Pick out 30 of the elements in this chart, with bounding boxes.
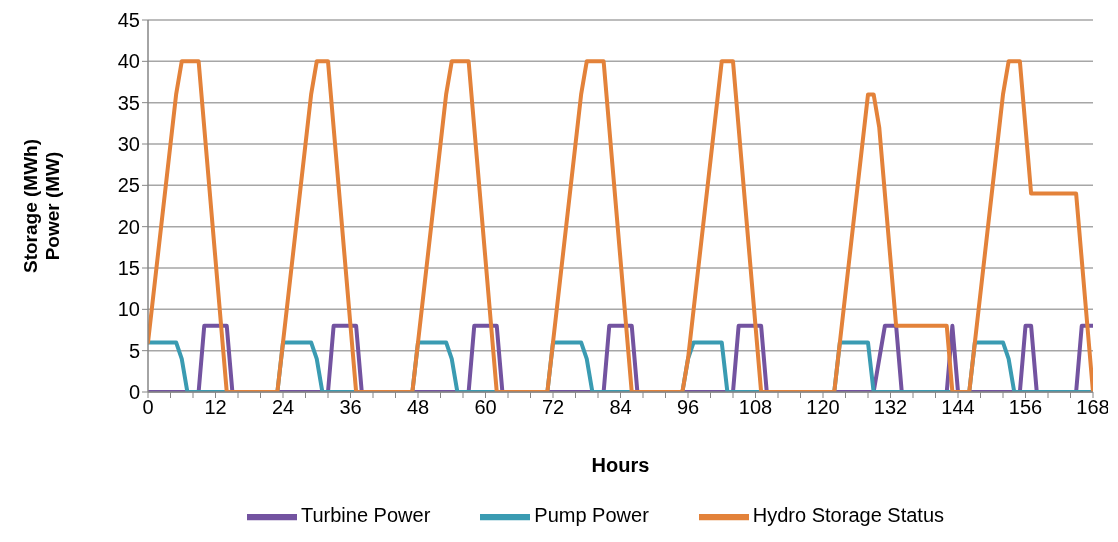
x-tick-label: 0 [142,396,154,419]
x-tick-label: 84 [609,396,632,419]
x-tick-label: 108 [738,396,773,419]
y-tick-label: 15 [117,257,140,280]
x-tick-label: 132 [873,396,908,419]
x-tick-label: 48 [406,396,430,419]
y-tick-label: 20 [117,215,140,238]
x-tick-label: 12 [204,396,227,419]
legend-label: Turbine Power [300,504,431,527]
x-tick-label: 96 [676,396,700,419]
legend-label: Hydro Storage Status [752,504,945,527]
x-tick-label: 168 [1076,396,1110,419]
legend-label: Pump Power [534,504,649,527]
y-tick-label: 40 [117,50,140,73]
y-tick-label: 30 [117,133,140,156]
y-tick-label: 5 [128,339,140,362]
x-tick-label: 120 [806,396,840,419]
y-tick-label: 35 [117,91,140,114]
x-tick-label: 156 [1008,396,1043,419]
y-axis-title: Storage (MWh) Power (MW) [19,138,63,274]
y-tick-label: 25 [117,174,140,197]
x-tick-label: 60 [474,396,497,419]
y-tick-label: 45 [117,9,140,32]
x-tick-label: 36 [339,396,362,419]
x-tick-label: 144 [941,396,975,419]
x-tick-label: 24 [271,396,295,419]
y-tick-label: 10 [117,298,140,321]
x-tick-label: 72 [541,396,565,419]
x-axis-title: Hours [591,454,650,476]
y-tick-label: 0 [128,381,140,404]
